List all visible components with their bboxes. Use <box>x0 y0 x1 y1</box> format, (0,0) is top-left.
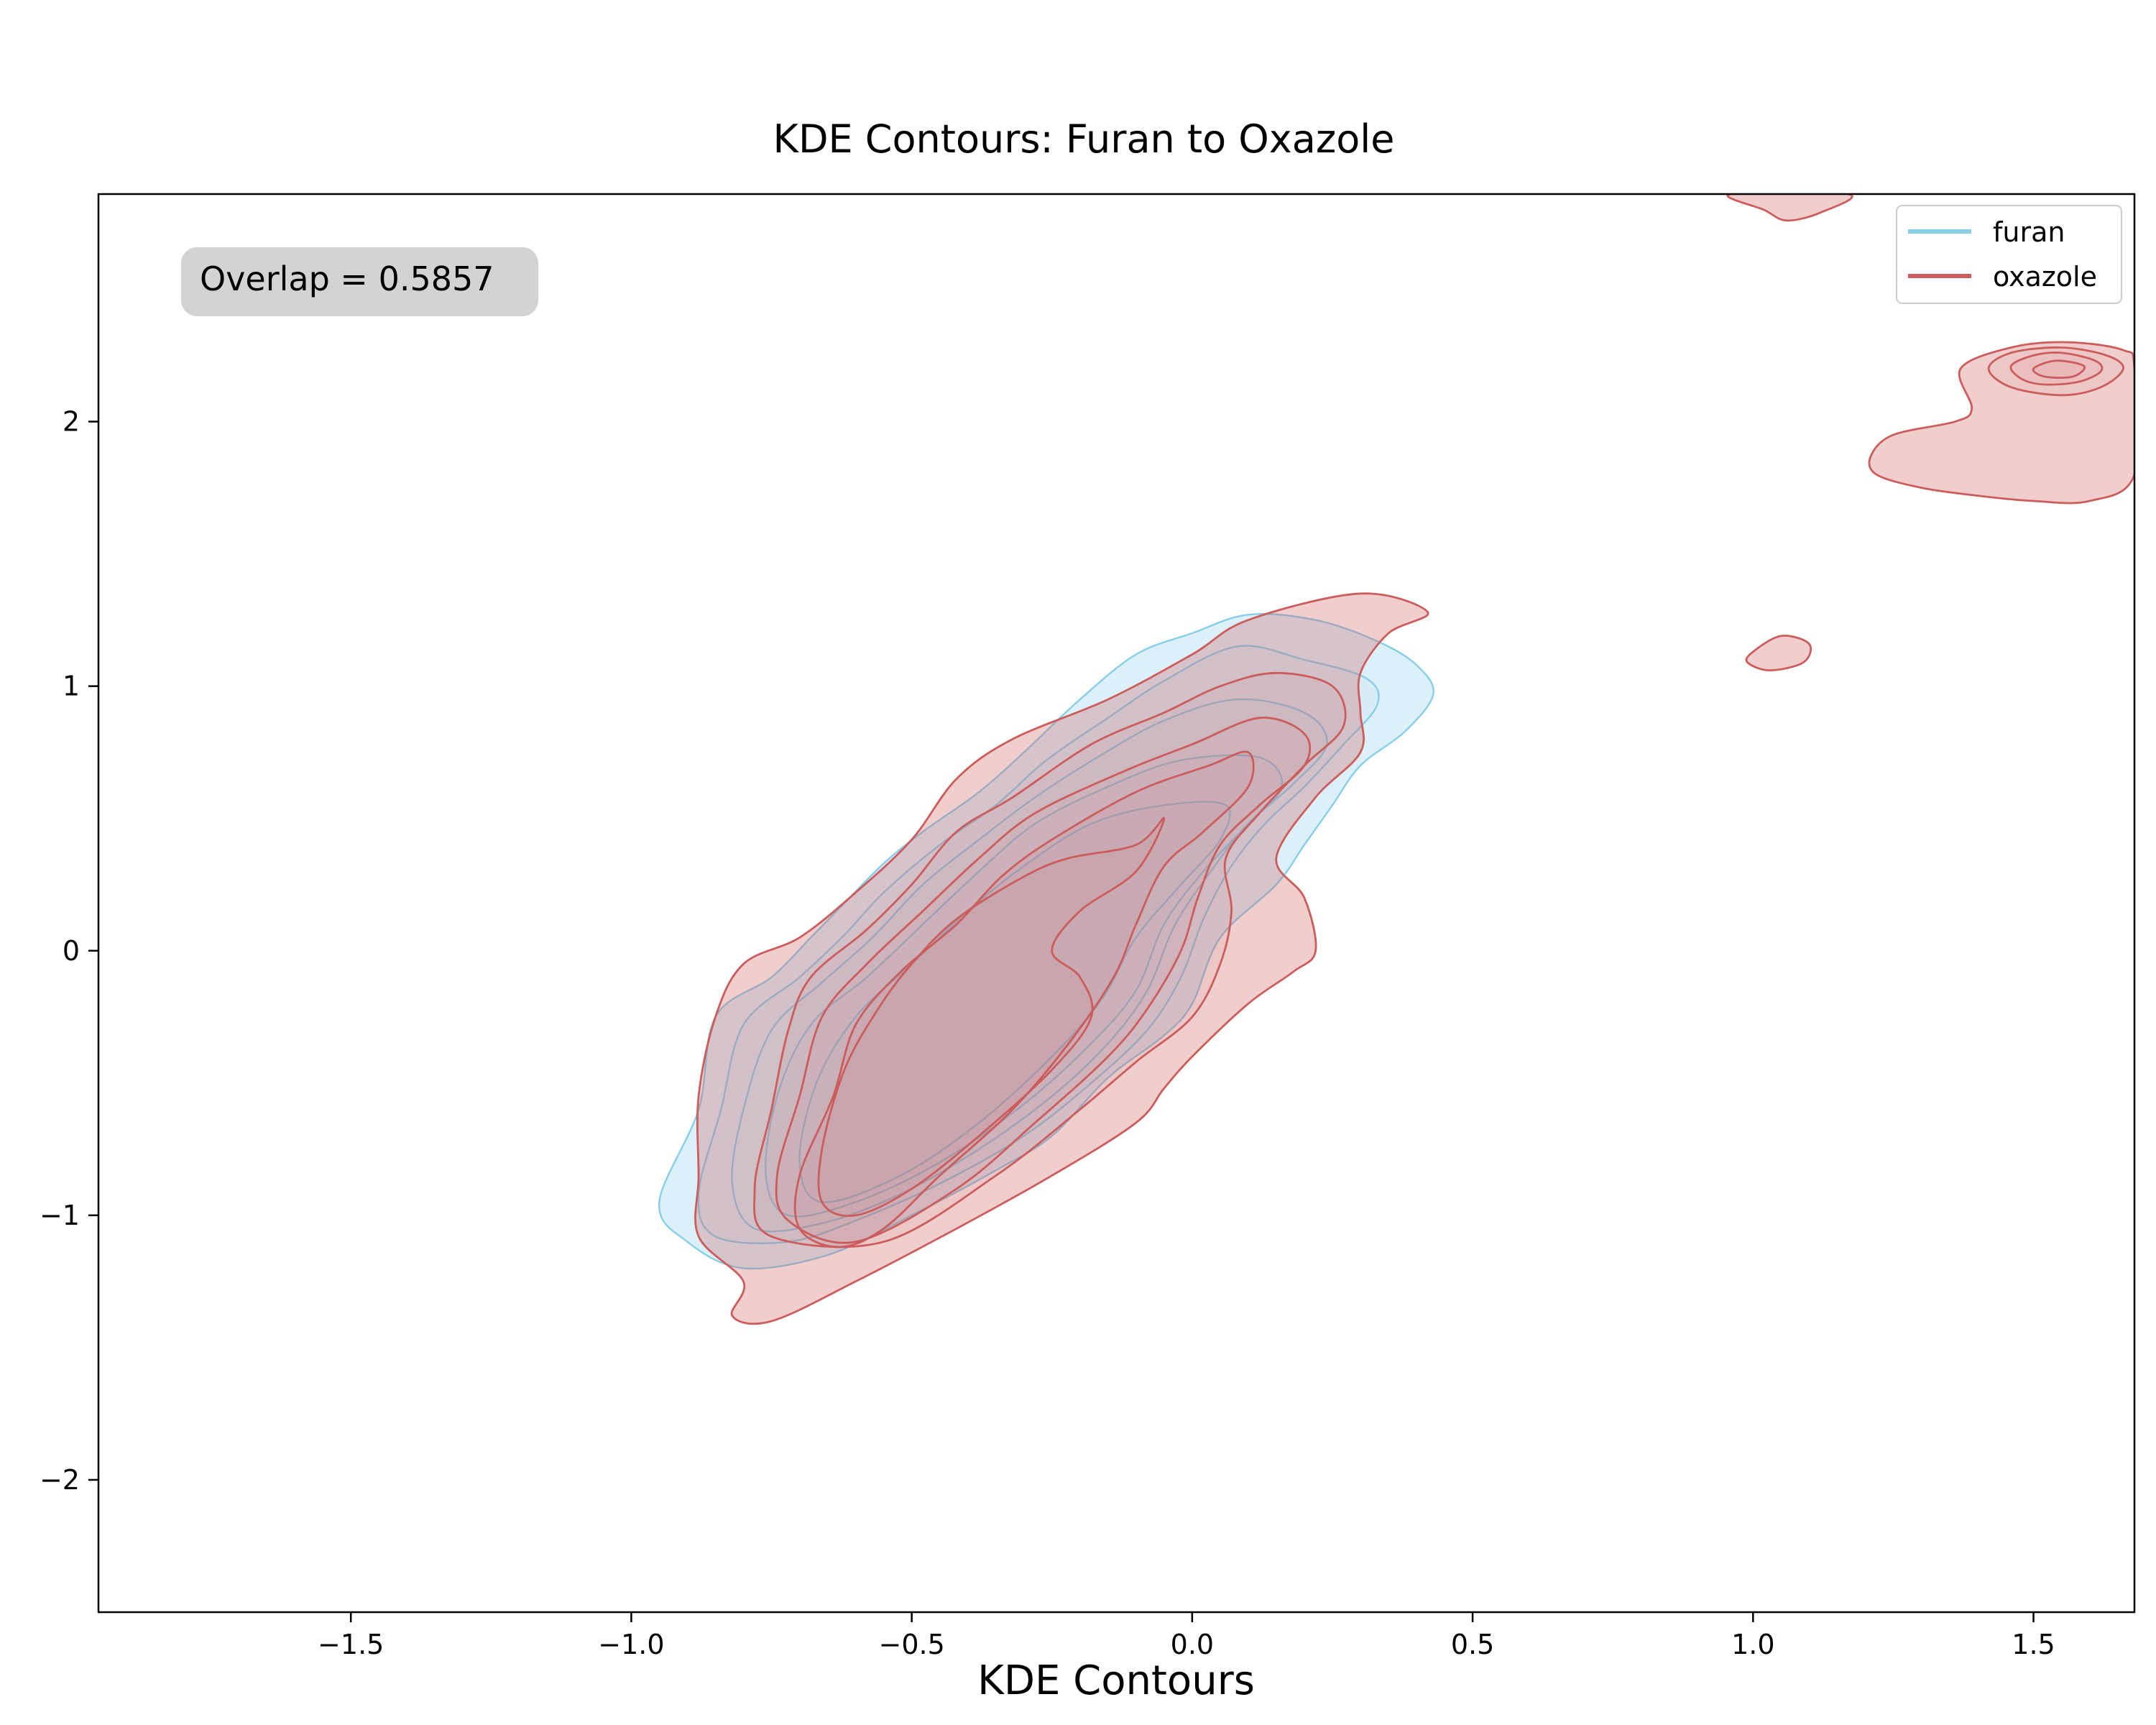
oxazole-contour-level <box>1726 194 1853 222</box>
y-tick-label: 1 <box>63 671 80 702</box>
x-tick-label: 1.0 <box>1731 1629 1774 1660</box>
oxazole-contour-level <box>694 592 1429 1325</box>
oxazole-contour-level <box>817 816 1166 1217</box>
oxazole-contour-level <box>753 671 1347 1248</box>
oxazole-contour-level <box>2032 359 2086 379</box>
y-tick-label: 0 <box>63 935 80 967</box>
oxazole-contour-level <box>2009 351 2104 386</box>
x-axis: −1.5 −1.0 −0.5 0.0 0.5 1.0 1.5 <box>318 1612 2055 1660</box>
oxazole-contour-series <box>694 194 2134 1325</box>
furan-contour-series <box>658 613 1434 1270</box>
legend-label-furan: furan <box>1993 216 2065 248</box>
x-axis-label: KDE Contours <box>977 1657 1255 1704</box>
x-tick-label: −1.0 <box>598 1629 664 1660</box>
legend: furan oxazole <box>1896 205 2122 304</box>
overlap-annotation: Overlap = 0.5857 <box>181 247 538 316</box>
plot-background <box>98 194 2134 1612</box>
plot-frame <box>97 193 2136 1614</box>
y-tick-label: −2 <box>40 1464 80 1496</box>
oxazole-contour-level <box>775 717 1312 1244</box>
chart-title: KDE Contours: Furan to Oxazole <box>773 116 1395 162</box>
furan-contour-level <box>798 801 1231 1203</box>
furan-contour-level <box>658 613 1434 1270</box>
x-tick-label: 0.0 <box>1171 1629 1214 1660</box>
y-axis: −2 −1 0 1 2 <box>40 406 98 1496</box>
x-tick-label: 0.5 <box>1451 1629 1494 1660</box>
contour-layer <box>658 194 2134 1325</box>
y-tick-label: −1 <box>40 1200 80 1231</box>
x-tick-label: −1.5 <box>318 1629 384 1660</box>
plot-area <box>97 193 2136 1614</box>
annotation-box <box>181 247 538 316</box>
legend-label-oxazole: oxazole <box>1993 261 2097 293</box>
x-tick-label: 1.5 <box>2012 1629 2055 1660</box>
furan-contour-level <box>731 698 1328 1233</box>
annotation-text: Overlap = 0.5857 <box>200 259 494 298</box>
x-tick-label: −0.5 <box>878 1629 944 1660</box>
oxazole-contour-level <box>1745 635 1812 671</box>
y-tick-label: 2 <box>63 406 80 438</box>
